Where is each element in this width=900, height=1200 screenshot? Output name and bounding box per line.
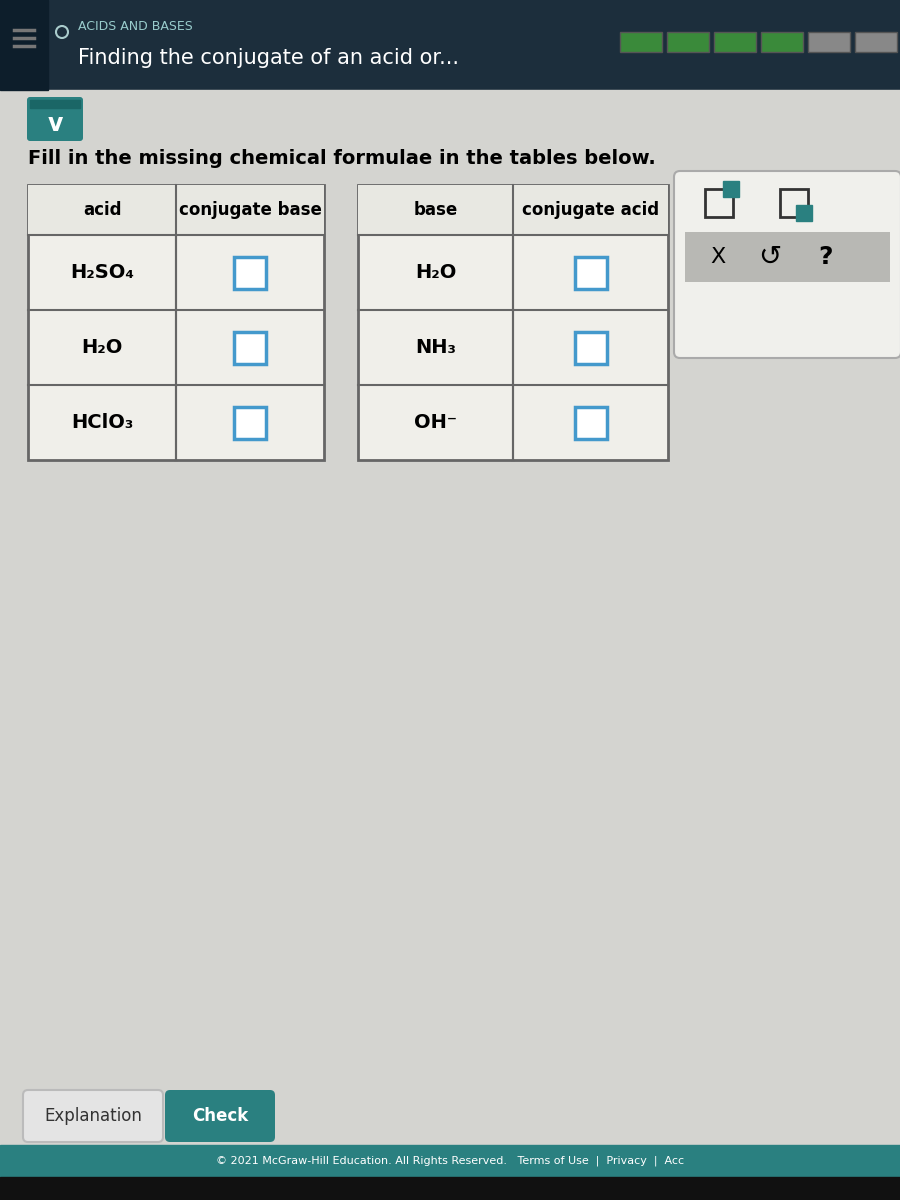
Bar — [574, 331, 607, 364]
Bar — [761, 32, 803, 52]
Text: base: base — [413, 200, 457, 218]
Text: Check: Check — [192, 1106, 248, 1126]
Bar — [0, 1177, 900, 1200]
Text: OH⁻: OH⁻ — [414, 413, 457, 432]
Text: Finding the conjugate of an acid or...: Finding the conjugate of an acid or... — [78, 48, 459, 68]
Bar — [234, 331, 266, 364]
Bar — [358, 185, 668, 235]
FancyBboxPatch shape — [23, 1090, 163, 1142]
Bar — [705, 188, 733, 217]
Text: ACIDS AND BASES: ACIDS AND BASES — [78, 19, 193, 32]
Text: X: X — [710, 247, 725, 266]
Bar — [620, 32, 662, 52]
Text: ?: ? — [818, 245, 832, 269]
Bar — [796, 205, 812, 221]
Bar — [780, 188, 808, 217]
Bar — [667, 32, 709, 52]
Bar — [28, 185, 324, 235]
FancyBboxPatch shape — [165, 1090, 275, 1142]
Text: H₂O: H₂O — [81, 338, 122, 358]
Text: Explanation: Explanation — [44, 1106, 142, 1126]
Bar — [28, 185, 324, 460]
Bar — [574, 257, 607, 288]
Bar — [0, 1145, 900, 1177]
Bar — [234, 407, 266, 438]
Text: conjugate base: conjugate base — [178, 200, 321, 218]
Bar — [0, 0, 900, 90]
Text: H₂O: H₂O — [415, 263, 456, 282]
Bar — [30, 100, 80, 108]
Bar — [723, 181, 739, 197]
Text: acid: acid — [83, 200, 122, 218]
FancyBboxPatch shape — [27, 97, 83, 140]
Text: ↺: ↺ — [759, 242, 781, 271]
Text: HClO₃: HClO₃ — [71, 413, 133, 432]
Text: conjugate acid: conjugate acid — [522, 200, 659, 218]
Bar — [234, 257, 266, 288]
Text: Fill in the missing chemical formulae in the tables below.: Fill in the missing chemical formulae in… — [28, 149, 656, 168]
Bar — [0, 90, 900, 1150]
Bar — [358, 185, 668, 460]
FancyBboxPatch shape — [674, 170, 900, 358]
Bar — [685, 232, 890, 282]
Text: v: v — [48, 112, 63, 136]
Bar — [714, 32, 756, 52]
Text: H₂SO₄: H₂SO₄ — [70, 263, 134, 282]
Bar — [808, 32, 850, 52]
Bar — [0, 0, 48, 90]
Text: NH₃: NH₃ — [415, 338, 456, 358]
Bar — [574, 407, 607, 438]
Bar — [855, 32, 897, 52]
Text: © 2021 McGraw-Hill Education. All Rights Reserved.   Terms of Use  |  Privacy  |: © 2021 McGraw-Hill Education. All Rights… — [216, 1156, 684, 1166]
